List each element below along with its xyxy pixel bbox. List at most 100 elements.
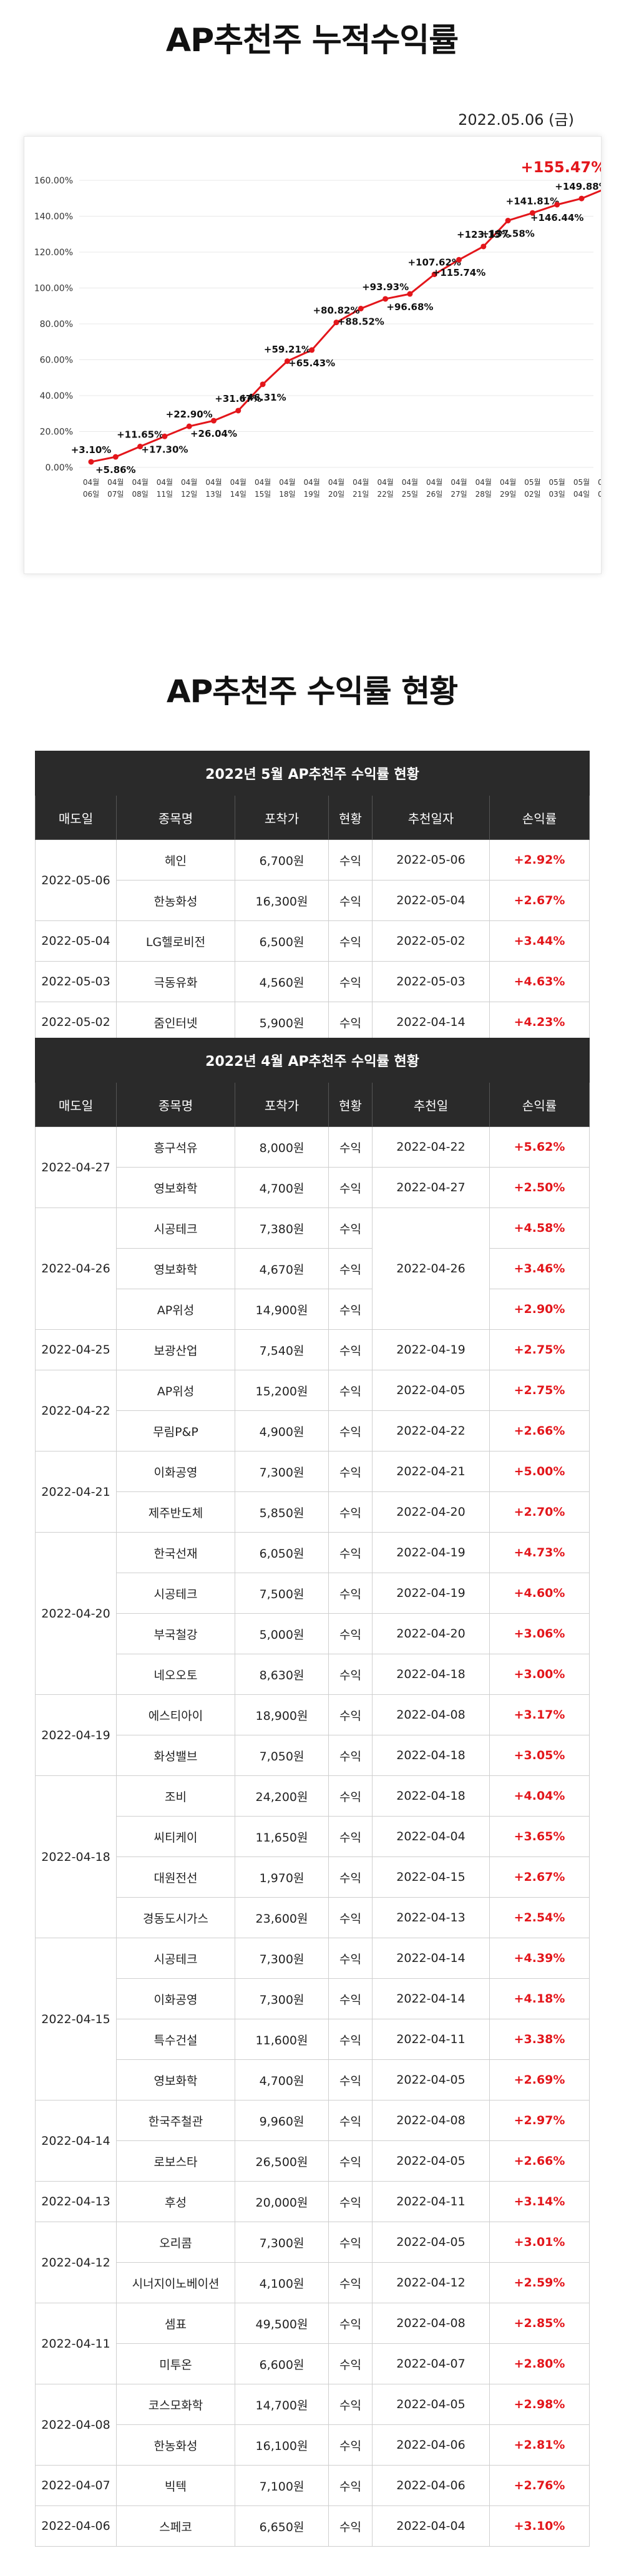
return-rate-cell: +3.14% bbox=[489, 2181, 590, 2222]
stock-name-cell: 시공테크 bbox=[116, 1938, 235, 1979]
data-point bbox=[554, 202, 560, 208]
x-tick-label: 07일 bbox=[107, 490, 124, 499]
status-cell: 수익 bbox=[328, 2465, 373, 2506]
return-rate-cell: +2.90% bbox=[489, 1289, 590, 1330]
x-tick-label: 04월 bbox=[255, 478, 271, 487]
x-tick-label: 11일 bbox=[157, 490, 173, 499]
column-header: 매도일 bbox=[35, 1082, 117, 1127]
x-tick-label: 14일 bbox=[230, 490, 246, 499]
status-cell: 수익 bbox=[328, 1735, 373, 1776]
x-tick-label: 12일 bbox=[181, 490, 197, 499]
return-rate-cell: +3.06% bbox=[489, 1613, 590, 1654]
recommend-date-cell: 2022-04-18 bbox=[372, 1775, 490, 1817]
status-cell: 수익 bbox=[328, 1816, 373, 1857]
table-row: AP위성 14,900원 수익 +2.90% bbox=[36, 1289, 590, 1330]
table-row: 2022-04-22 AP위성 15,200원 수익 2022-04-05 +2.75% bbox=[35, 1370, 590, 1451]
data-point bbox=[211, 417, 217, 424]
price-cell: 49,500원 bbox=[235, 2303, 329, 2344]
price-cell: 14,700원 bbox=[235, 2384, 329, 2425]
stock-name-cell: 오리콤 bbox=[116, 2222, 235, 2263]
x-tick-label: 04월 bbox=[304, 478, 320, 487]
stock-name-cell: 특수건설 bbox=[116, 2019, 235, 2060]
return-rate-cell: +4.58% bbox=[489, 1208, 590, 1249]
return-rate-cell: +3.38% bbox=[489, 2019, 590, 2060]
recommend-date-cell: 2022-04-05 bbox=[372, 2222, 490, 2263]
sell-date-cell: 2022-04-15 bbox=[35, 1938, 117, 2100]
price-cell: 7,050원 bbox=[235, 1735, 329, 1776]
x-tick-label: 04월 bbox=[279, 478, 295, 487]
status-cell: 수익 bbox=[328, 1002, 373, 1043]
status-cell: 수익 bbox=[328, 1167, 373, 1208]
x-tick-label: 04월 bbox=[230, 478, 246, 487]
data-point bbox=[333, 320, 339, 326]
table-row: 2022-04-11 셈표 49,500원 수익 2022-04-08 +2.85% bbox=[35, 2303, 590, 2384]
stock-name-cell: 시공테크 bbox=[116, 1208, 235, 1249]
sell-date-cell: 2022-04-25 bbox=[35, 1329, 117, 1370]
table-row: 부국철강 5,000원 수익 2022-04-20 +3.06% bbox=[36, 1613, 590, 1654]
recommend-date-cell: 2022-04-05 bbox=[372, 2140, 490, 2182]
stock-name-cell: 부국철강 bbox=[116, 1613, 235, 1654]
data-label: +141.81% bbox=[506, 195, 559, 207]
x-tick-label: 05월 bbox=[549, 478, 565, 487]
data-label: +80.82% bbox=[313, 305, 359, 316]
sell-date-cell: 2022-04-14 bbox=[35, 2100, 117, 2182]
y-tick-label: 60.00% bbox=[40, 356, 73, 366]
recommend-date-cell: 2022-04-14 bbox=[372, 1938, 490, 1979]
return-rate-cell: +3.10% bbox=[489, 2505, 590, 2547]
recommend-date-cell: 2022-05-04 bbox=[372, 880, 490, 921]
return-rate-cell: +4.63% bbox=[489, 961, 590, 1002]
table-row: 특수건설 11,600원 수익 2022-04-11 +3.38% bbox=[36, 2019, 590, 2060]
table-caption: 2022년 4월 AP추천주 수익률 현황 bbox=[34, 1038, 590, 1083]
recommend-date-cell: 2022-04-12 bbox=[372, 2262, 490, 2303]
recommend-date-cell: 2022-04-20 bbox=[372, 1613, 490, 1654]
table-row: 2022-04-19 에스티아이 18,900원 수익 2022-04-08 +3.17% bbox=[35, 1694, 590, 1776]
status-cell: 수익 bbox=[328, 1491, 373, 1533]
stock-name-cell: LG헬로비전 bbox=[116, 920, 235, 962]
table-row: 2022-04-20 한국선재 6,050원 수익 2022-04-19 +4.73% bbox=[35, 1532, 590, 1695]
y-tick-label: 120.00% bbox=[34, 248, 73, 258]
data-label: +149.88% bbox=[555, 181, 601, 192]
section-title: AP추천주 수익률 현황 bbox=[166, 673, 458, 710]
status-cell: 수익 bbox=[328, 1654, 373, 1695]
stock-name-cell: 대원전선 bbox=[116, 1856, 235, 1898]
table-row: 2022-04-13 후성 20,000원 수익 2022-04-11 +3.14% bbox=[35, 2181, 590, 2222]
price-cell: 5,900원 bbox=[235, 1002, 329, 1043]
stock-name-cell: AP위성 bbox=[116, 1289, 235, 1330]
x-tick-label: 05월 bbox=[598, 478, 601, 487]
recommend-date-cell: 2022-04-04 bbox=[372, 2505, 490, 2547]
x-tick-label: 04월 bbox=[107, 478, 124, 487]
status-cell: 수익 bbox=[328, 2059, 373, 2100]
return-rate-cell: +2.66% bbox=[489, 2140, 590, 2182]
recommend-date-cell: 2022-04-27 bbox=[372, 1167, 490, 1208]
table-row: 2022-04-14 한국주철관 9,960원 수익 2022-04-08 +2.97% bbox=[35, 2100, 590, 2182]
stock-name-cell: 한농화성 bbox=[116, 2424, 235, 2466]
data-point bbox=[260, 381, 266, 388]
return-rate-cell: +2.54% bbox=[489, 1897, 590, 1938]
data-point bbox=[88, 459, 94, 465]
table-row: 2022-04-25 보광산업 7,540원 수익 2022-04-19 +2.75% bbox=[35, 1329, 590, 1370]
recommend-date-cell: 2022-04-14 bbox=[372, 1002, 490, 1043]
status-cell: 수익 bbox=[328, 839, 373, 881]
stock-name-cell: 미투온 bbox=[116, 2343, 235, 2384]
sell-date-cell: 2022-05-02 bbox=[35, 1002, 117, 1043]
return-rate-cell: +2.80% bbox=[489, 2343, 590, 2384]
x-tick-label: 04월 bbox=[426, 478, 442, 487]
x-tick-label: 06일 bbox=[598, 490, 601, 499]
column-header: 종목명 bbox=[116, 795, 235, 840]
recommend-date-cell: 2022-04-14 bbox=[372, 1978, 490, 2019]
price-cell: 7,300원 bbox=[235, 1978, 329, 2019]
table-row: 로보스타 26,500원 수익 2022-04-05 +2.66% bbox=[36, 2140, 590, 2182]
recommend-date-cell: 2022-05-06 bbox=[372, 839, 490, 881]
data-point bbox=[578, 195, 585, 202]
table-row: 2022-04-27 흥구석유 8,000원 수익 2022-04-22 +5.62% bbox=[35, 1126, 590, 1208]
return-rate-cell: +4.18% bbox=[489, 1978, 590, 2019]
stock-name-cell: 경동도시가스 bbox=[116, 1897, 235, 1938]
stock-name-cell: 극동유화 bbox=[116, 961, 235, 1002]
table-row: 영보화학 4,670원 수익 +3.46% bbox=[36, 1248, 590, 1289]
price-cell: 23,600원 bbox=[235, 1897, 329, 1938]
status-cell: 수익 bbox=[328, 1289, 373, 1330]
x-tick-label: 04월 bbox=[475, 478, 492, 487]
table-row: 2022-05-03 극동유화 4,560원 수익 2022-05-03 +4.63% bbox=[35, 961, 590, 1002]
table-row: 제주반도체 5,850원 수익 2022-04-20 +2.70% bbox=[36, 1491, 590, 1533]
status-cell: 수익 bbox=[328, 1329, 373, 1370]
